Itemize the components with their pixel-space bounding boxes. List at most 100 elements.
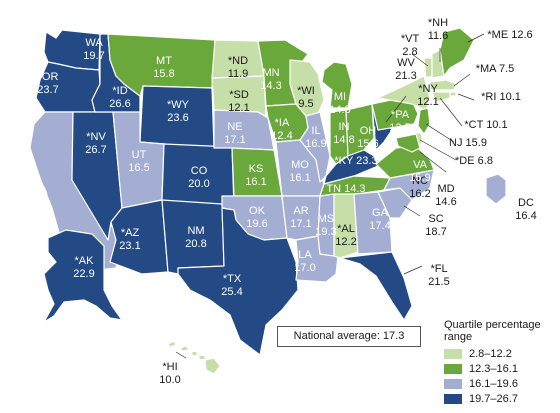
state-label-ar: AR 17.1: [290, 205, 311, 230]
state-label-mn: MN 14.3: [260, 67, 281, 92]
state-value-ga: 17.4: [369, 220, 390, 232]
state-label-ne: NE 17.1: [224, 121, 245, 146]
state-value-vt: 2.8: [402, 46, 417, 58]
state-label-md: MD 14.6: [435, 183, 456, 208]
state-value-mi: 14.3: [329, 104, 350, 116]
state-shape-fl: [339, 251, 413, 321]
state-label-me: *ME 12.6: [487, 29, 532, 41]
state-label-nv: *NV 26.7: [85, 131, 106, 156]
state-value-ar: 17.1: [290, 218, 311, 230]
state-label-az: *AZ 23.1: [119, 227, 140, 252]
state-value-ak: 22.9: [73, 268, 94, 280]
state-value-il: 16.9: [305, 138, 326, 150]
legend-label-q2: 12.3–16.1: [469, 362, 518, 375]
state-value-co: 20.0: [188, 178, 209, 190]
state-value-wy: 23.6: [167, 112, 188, 124]
state-value-la: 17.0: [294, 262, 315, 274]
state-abbr-ms: MS: [318, 213, 335, 225]
state-abbr-vt: *VT: [401, 33, 420, 45]
state-abbr-nd: *ND: [228, 55, 248, 67]
state-value-ne: 17.1: [224, 134, 245, 146]
state-value-or: 23.7: [37, 84, 58, 96]
legend-label-q3: 16.1–19.6: [469, 377, 518, 390]
state-shapes: [29, 27, 507, 375]
state-label-wv: WV 21.3: [395, 57, 416, 82]
state-label-nm: NM 20.8: [185, 225, 206, 250]
leader-line-hi: [175, 351, 187, 359]
state-labels: WA 19.7*OR 23.7CA 18.9*NV 26.7*ID 26.6MT 15.8*…: [29, 17, 536, 386]
state-abbr-ar: AR: [293, 205, 308, 217]
state-shape-dc: [485, 173, 507, 205]
state-label-nd: *ND 11.9: [228, 55, 249, 80]
state-value-fl: 21.5: [428, 276, 449, 288]
state-value-hi: 10.0: [159, 374, 180, 386]
state-label-mo: MO 16.1: [289, 159, 310, 184]
state-label-ia: *IA 12.4: [271, 117, 292, 142]
state-abbr-va: VA: [413, 159, 428, 171]
state-shape-me: [439, 27, 475, 77]
state-shape-ms: [317, 193, 335, 257]
legend-swatch-q3: [444, 378, 462, 389]
legend-swatch-q2: [444, 363, 462, 374]
state-abbr-wv: WV: [397, 57, 415, 69]
state-abbr-or: *OR: [38, 71, 59, 83]
legend-item-q1: 2.8–12.2: [444, 346, 556, 361]
state-shape-oh: [345, 103, 375, 157]
state-label-ok: OK 19.6: [246, 205, 267, 230]
state-shape-nm: [161, 199, 225, 275]
state-label-mt: MT 15.8: [153, 55, 174, 80]
legend-item-q4: 19.7–26.7: [444, 391, 556, 406]
state-label-va: VA 15.9: [409, 159, 430, 184]
state-value-sd: 12.1: [228, 102, 249, 114]
national-average-box: National average: 17.3: [277, 326, 421, 347]
leader-line-sc: [403, 205, 421, 217]
state-shape-hi-island-3: [190, 350, 199, 357]
state-label-pa: *PA 12.7: [389, 109, 410, 134]
leader-line-de: [419, 139, 457, 161]
state-label-ak: *AK 22.9: [73, 255, 94, 280]
state-abbr-fl: *FL: [430, 263, 447, 275]
state-label-wy: *WY 23.6: [167, 99, 190, 124]
state-abbr-ga: GA: [372, 207, 389, 219]
legend-label-q4: 19.7–26.7: [469, 392, 518, 405]
state-label-dc: DC 16.4: [515, 197, 536, 222]
state-abbr-ne: NE: [227, 121, 242, 133]
state-abbr-ca: CA: [32, 185, 48, 197]
state-label-de: *DE 6.8: [455, 155, 493, 167]
state-label-or: *OR 23.7: [37, 71, 58, 96]
state-abbr-al: *AL: [337, 223, 355, 235]
state-abbr-az: *AZ: [121, 227, 140, 239]
state-abbr-il: IL: [311, 125, 320, 137]
state-label-sd: *SD 12.1: [228, 89, 249, 114]
state-abbr-id: *ID: [112, 85, 127, 97]
state-shape-ga: [353, 191, 393, 255]
state-label-ca: CA 18.9: [29, 185, 50, 210]
state-abbr-hi: *HI: [162, 361, 177, 373]
state-label-vt: *VT 2.8: [401, 33, 420, 58]
state-label-mi: MI 14.3: [329, 91, 350, 116]
state-value-mo: 16.1: [289, 172, 310, 184]
state-label-nj: NJ 15.9: [449, 137, 487, 149]
state-abbr-sc: SC: [428, 213, 443, 225]
state-value-nc: 16.2: [409, 188, 430, 200]
leader-line-fl: [403, 265, 423, 275]
state-label-nh: *NH 11.6: [428, 17, 449, 42]
state-label-ms: MS 19.3: [315, 213, 336, 238]
state-abbr-wi: *WI: [297, 85, 315, 97]
state-abbr-mn: MN: [262, 67, 279, 79]
state-value-sc: 18.7: [425, 226, 446, 238]
state-value-ny: 12.1: [417, 96, 438, 108]
state-value-mn: 14.3: [260, 80, 281, 92]
state-label-sc: SC 18.7: [425, 213, 446, 238]
state-abbr-mi: MI: [334, 91, 346, 103]
state-value-wv: 21.3: [395, 70, 416, 82]
state-label-la: LA 17.0: [294, 249, 315, 274]
state-shape-md: [395, 133, 421, 153]
state-value-in: 14.8: [333, 134, 354, 146]
state-value-pa: 12.7: [389, 122, 410, 134]
state-value-md: 14.6: [435, 196, 456, 208]
state-value-ok: 19.6: [246, 218, 267, 230]
state-label-ut: UT 16.5: [128, 149, 149, 174]
state-value-nm: 20.8: [185, 238, 206, 250]
state-value-ms: 19.3: [315, 226, 336, 238]
